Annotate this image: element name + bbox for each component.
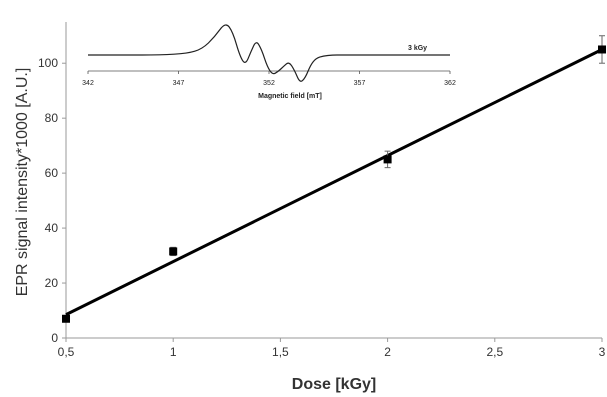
linear-fit-line <box>65 48 603 316</box>
x-tick-label: 1,5 <box>272 345 289 359</box>
inset-x-axis-title: Magnetic field [mT] <box>258 93 322 100</box>
x-tick-label: 2 <box>384 345 391 359</box>
inset-tick-label: 347 <box>173 80 185 87</box>
x-tick-label: 0,5 <box>58 345 75 359</box>
inset-spectrum-curve <box>88 24 450 82</box>
x-axis-title: Dose [kGy] <box>292 376 376 393</box>
y-axis-title: EPR signal intensity*1000 [A.U.] <box>14 68 31 297</box>
x-tick-group: 0,5 1 1,5 2 2,5 3 <box>58 338 606 359</box>
y-tick-group: 0 20 40 60 80 100 <box>38 56 66 345</box>
inset-annotation: 3 kGy <box>408 45 427 52</box>
error-bar-layer <box>170 35 605 257</box>
inset-tick-label: 362 <box>444 80 456 87</box>
inset-spectrum: 342 347 352 357 362 3 kGy Magnetic field [mT… <box>82 24 456 100</box>
inset-tick-label: 357 <box>354 80 366 87</box>
inset-curve-layer <box>88 24 450 82</box>
data-point-layer <box>62 45 606 323</box>
inset-tick-group: 342 347 352 357 362 <box>82 71 456 87</box>
x-tick-label: 2,5 <box>486 345 503 359</box>
data-point <box>598 45 606 54</box>
data-point <box>62 314 70 323</box>
y-tick-label: 60 <box>45 166 59 180</box>
data-point <box>383 155 392 164</box>
y-tick-label: 80 <box>45 111 59 125</box>
y-tick-label: 20 <box>45 276 59 290</box>
x-tick-label: 1 <box>170 345 177 359</box>
y-tick-label: 100 <box>38 56 58 70</box>
inset-tick-label: 342 <box>82 80 94 87</box>
x-tick-label: 3 <box>599 345 606 359</box>
y-tick-label: 40 <box>45 221 59 235</box>
fit-layer <box>65 48 603 316</box>
inset-tick-label: 352 <box>263 80 275 87</box>
y-tick-label: 0 <box>51 331 58 345</box>
data-point <box>169 247 178 256</box>
